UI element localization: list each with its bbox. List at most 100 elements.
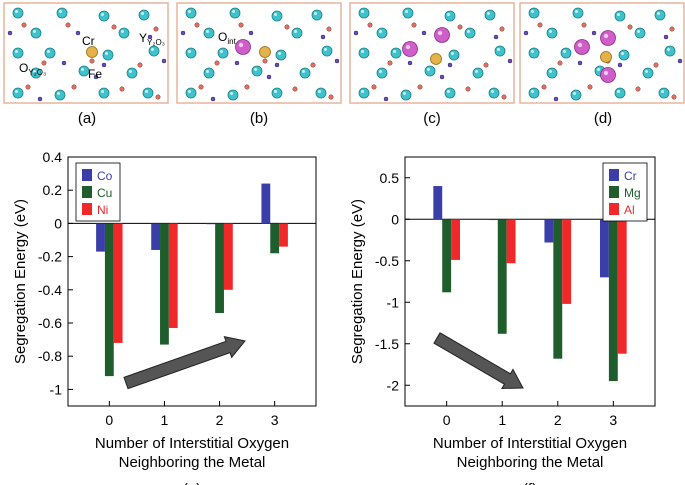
atom-highlight — [15, 10, 18, 13]
bar-cr-3 — [600, 219, 609, 278]
oxygen-atom — [411, 22, 417, 28]
atom-highlight — [33, 70, 36, 73]
atom-highlight — [447, 90, 450, 93]
y-tick-label: -0.2 — [38, 249, 62, 265]
interstitial-oxygen-atom — [574, 39, 590, 55]
atom-highlight — [577, 42, 583, 48]
oxygen-atom-small — [591, 30, 597, 36]
legend-swatch-al — [609, 203, 619, 215]
yttrium-atom — [444, 87, 456, 99]
atom-highlight — [206, 70, 209, 73]
oxygen-atom-small — [37, 96, 43, 102]
oxygen-atom-small — [439, 74, 445, 80]
oxygen-atom-small — [383, 96, 389, 102]
yttrium-atom — [229, 7, 241, 19]
oxygen-atom — [262, 58, 268, 64]
y-tick-label: -0.5 — [375, 253, 399, 269]
yttrium-atom — [185, 7, 197, 19]
panel-label: (f) — [523, 481, 537, 485]
oxygen-atom — [244, 84, 250, 90]
x-tick-label: 0 — [443, 412, 451, 428]
oxygen-atom — [153, 26, 159, 32]
yttrium-atom — [98, 10, 110, 22]
oxygen-atom-small — [266, 74, 272, 80]
panel-label-c: (c) — [423, 110, 441, 127]
oxygen-atom — [465, 86, 471, 92]
bar-cr-1 — [488, 219, 498, 221]
atom-highlight — [101, 90, 104, 93]
oxygen-atom-small — [93, 74, 99, 80]
yttrium-atom — [185, 87, 197, 99]
oxygen-atom-small — [75, 30, 81, 36]
yttrium-atom — [390, 47, 402, 59]
atom-highlight — [597, 68, 600, 71]
atom-highlight — [101, 13, 104, 16]
atom-highlight — [379, 70, 382, 73]
yttrium-atom — [400, 89, 412, 101]
yttrium-atom — [12, 7, 24, 19]
legend-swatch-mg — [609, 186, 619, 198]
annotation-cr: Cr — [82, 34, 95, 48]
y-tick-label: -0.8 — [38, 348, 62, 364]
atom-highlight — [475, 70, 478, 73]
yttrium-atom — [614, 87, 626, 99]
oxygen-atom — [635, 86, 641, 92]
oxygen-atom-small — [447, 62, 453, 68]
atom-highlight — [141, 12, 144, 15]
atom-highlight — [575, 10, 578, 13]
bar-ni-2 — [223, 223, 233, 290]
yttrium-atom — [44, 47, 56, 59]
oxygen-atom-small — [553, 96, 559, 102]
oxygen-atom-small — [61, 60, 67, 66]
legend-label-ni: Ni — [97, 203, 108, 217]
y-tick-label: 0.2 — [43, 182, 63, 198]
metal-atom — [86, 46, 98, 58]
oxygen-atom — [198, 84, 204, 90]
oxygen-atom — [41, 60, 47, 66]
atom-highlight — [59, 10, 62, 13]
atom-highlight — [238, 42, 244, 48]
atom-highlight — [531, 90, 534, 93]
atom-highlight — [661, 90, 664, 93]
structure-panel-b — [176, 2, 342, 104]
y-tick-label: -1 — [387, 294, 400, 310]
plot-frame — [404, 156, 656, 407]
yttrium-atom — [142, 87, 154, 99]
oxygen-atom — [21, 22, 27, 28]
legend-label-cr: Cr — [624, 169, 637, 183]
oxygen-atom-small — [493, 34, 499, 40]
oxygen-atom-small — [234, 60, 240, 66]
y-tick-label: 0.5 — [380, 170, 400, 186]
atom-highlight — [294, 30, 297, 33]
yttrium-atom — [528, 87, 540, 99]
oxygen-atom — [310, 62, 316, 68]
oxygen-atom-small — [677, 58, 683, 64]
atom-highlight — [657, 12, 660, 15]
atom-highlight — [403, 92, 406, 95]
legend-swatch-ni — [82, 203, 92, 215]
oxygen-atom — [326, 26, 332, 32]
oxygen-atom — [71, 84, 77, 90]
bar-co-2 — [206, 223, 216, 225]
panel-label-d: (d) — [594, 110, 612, 127]
yttrium-atom — [203, 27, 215, 39]
atom-highlight — [549, 70, 552, 73]
yttrium-atom — [634, 27, 646, 39]
atom-highlight — [617, 13, 620, 16]
oxygen-atom — [499, 26, 505, 32]
atom-highlight — [278, 52, 281, 55]
y-tick-label: -1.5 — [375, 336, 399, 352]
legend-label-cu: Cu — [97, 186, 112, 200]
bar-cu-1 — [160, 223, 169, 345]
atom-highlight — [129, 70, 132, 73]
atom-highlight — [497, 48, 500, 51]
atom-highlight — [603, 70, 609, 76]
oxygen-atom — [214, 60, 220, 66]
x-tick-label: 1 — [161, 412, 169, 428]
atom-highlight — [531, 50, 534, 53]
oxygen-atom-small — [577, 60, 583, 66]
oxygen-atom — [367, 22, 373, 28]
bar-co-1 — [151, 223, 161, 250]
bar-mg-3 — [608, 219, 618, 382]
